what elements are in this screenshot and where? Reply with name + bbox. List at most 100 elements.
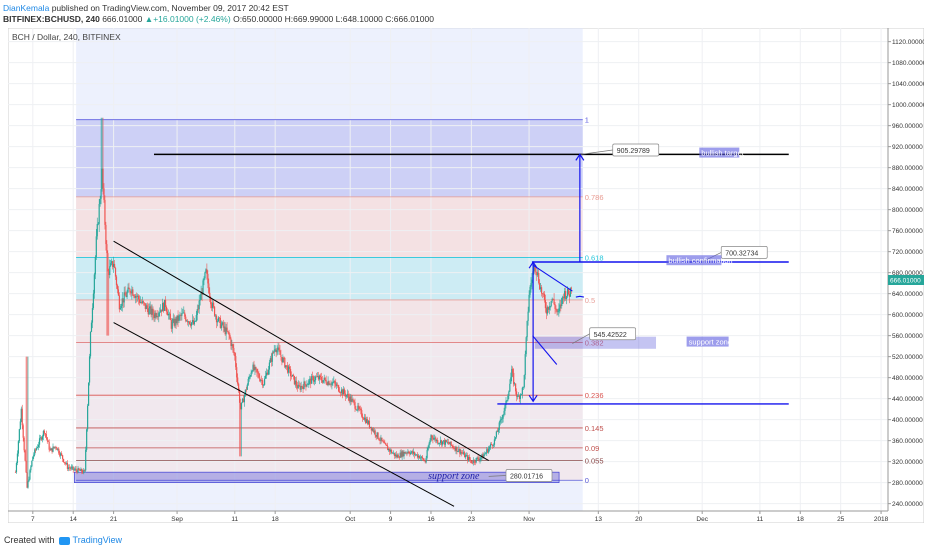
candle-body: [98, 203, 100, 224]
candle-body: [123, 292, 125, 303]
y-tick-label: 520.00000: [892, 354, 923, 361]
candle-body: [249, 376, 251, 378]
fib-band: [76, 196, 583, 258]
candle-body: [58, 448, 60, 454]
candle-body: [141, 301, 144, 303]
candle-body: [240, 402, 243, 410]
candle-body: [408, 451, 410, 454]
candle-body: [548, 307, 550, 310]
labels: 905.29789 700.32734 545.42522 280.01716 bull…: [428, 143, 768, 482]
arrow-head: [528, 261, 538, 269]
candle-body: [78, 468, 80, 470]
candle-body: [389, 449, 392, 452]
candle-body: [539, 282, 541, 290]
candle-body: [350, 396, 352, 402]
candle-body: [107, 253, 109, 272]
candle-body: [84, 469, 86, 471]
candle-body: [314, 376, 317, 381]
candle-body: [309, 378, 311, 381]
candle-body: [476, 457, 478, 459]
candle-body: [106, 244, 108, 254]
fib-lines: 0 0.055 0.09 0.145 0.236 0.382 0.5 0.618 0.786 1: [76, 116, 604, 485]
candle-body: [504, 404, 506, 411]
candle-body: [307, 383, 309, 385]
candle-body: [383, 441, 385, 443]
candle-body: [95, 236, 97, 257]
candle-body: [407, 451, 409, 453]
candle-body: [339, 391, 341, 393]
candle-body: [507, 395, 509, 401]
candle-body: [79, 469, 81, 471]
candle-body: [184, 312, 186, 317]
candle-body: [509, 383, 511, 392]
candle-body: [459, 448, 461, 454]
candle-body: [87, 405, 89, 430]
candle-body: [96, 224, 98, 237]
chart-title: BCH / Dollar, 240, BITFINEX: [12, 32, 121, 42]
candle-body: [188, 321, 191, 324]
support-zone-mid-label: support zone: [689, 338, 732, 347]
fib-band: [76, 119, 583, 197]
candle-body: [273, 349, 275, 353]
candle-body: [49, 449, 51, 451]
candle-body: [219, 317, 221, 329]
candle-body: [568, 294, 571, 297]
candle-body: [71, 466, 73, 468]
candle-body: [354, 402, 356, 409]
candle-body: [500, 419, 502, 421]
candle-body: [147, 308, 149, 315]
price-chart[interactable]: 00.0550.090.1450.2360.3820.50.6180.7861 …: [8, 28, 924, 523]
y-tick-label: 360.00000: [892, 438, 923, 445]
candle-body: [236, 367, 238, 378]
candle-body: [561, 297, 563, 306]
callout-box: [505, 469, 553, 482]
candle-body: [520, 394, 522, 395]
candle-body: [102, 168, 104, 189]
candle-body: [75, 468, 77, 471]
author-link[interactable]: DianKemala: [3, 3, 50, 13]
candle-body: [109, 266, 111, 276]
candle-body: [85, 449, 87, 471]
candle-body: [414, 451, 416, 455]
candle-body: [23, 437, 25, 451]
candle-body: [463, 452, 465, 454]
candle-body: [327, 381, 329, 385]
candle-body: [297, 384, 299, 389]
candle-body: [200, 292, 202, 300]
candle-body: [490, 444, 492, 447]
candle-body: [207, 274, 209, 284]
candle-body: [449, 441, 451, 445]
x-tick-label: 16: [427, 516, 435, 523]
candle-body: [525, 337, 527, 355]
candle-body: [401, 451, 403, 457]
candle-body: [389, 448, 391, 452]
candle-body: [429, 440, 431, 444]
candle-body: [206, 269, 208, 275]
candle-body: [287, 365, 289, 373]
candle-body: [339, 392, 342, 394]
tradingview-brand-link[interactable]: TradingView: [72, 535, 123, 545]
candle-body: [179, 315, 181, 316]
candle-body: [410, 452, 412, 455]
candle-body: [553, 299, 555, 305]
candle-body: [274, 349, 276, 351]
candle-body: [485, 452, 487, 454]
x-tick-label: 11: [757, 516, 764, 523]
candle-body: [220, 324, 222, 329]
candle-body: [486, 449, 488, 453]
candle-body: [364, 417, 367, 423]
candle-body: [256, 368, 258, 373]
candle-body: [16, 453, 19, 464]
candle-body: [399, 452, 401, 458]
candle-body: [508, 391, 510, 396]
y-tick-label: 640.00000: [892, 291, 923, 298]
candle-body: [430, 435, 432, 441]
candle-body: [225, 327, 227, 335]
candle-body: [464, 452, 466, 458]
candle-body: [209, 292, 211, 298]
candle-body: [558, 308, 560, 312]
candle-body: [196, 309, 198, 316]
chart-frame[interactable]: 0 0.055 0.09 0.145 0.236 0.382 0.5 0.618 0.786 1 …: [8, 28, 924, 523]
support-zone-bottom-label: support zone: [428, 471, 480, 482]
candle-body: [442, 440, 445, 442]
